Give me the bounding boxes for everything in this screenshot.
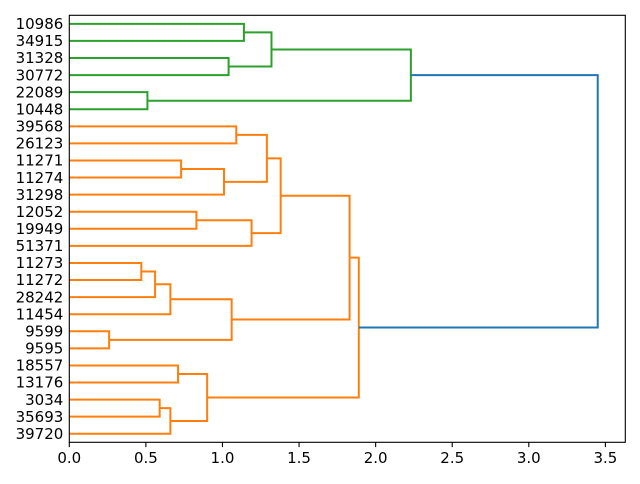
x-tick-label: 2.0 (364, 449, 388, 467)
leaf-label: 9599 (25, 322, 63, 340)
leaf-label: 39720 (16, 425, 64, 443)
leaf-label: 11454 (16, 305, 64, 323)
x-tick-label: 1.5 (287, 449, 311, 467)
x-tick-label: 0.0 (57, 449, 81, 467)
x-tick-label: 0.5 (134, 449, 158, 467)
leaf-label: 9595 (25, 340, 63, 358)
leaf-label: 26123 (16, 135, 64, 153)
leaf-label: 19949 (16, 220, 64, 238)
leaf-label: 39568 (16, 118, 64, 136)
x-tick-label: 3.5 (593, 449, 617, 467)
leaf-label: 11273 (16, 254, 64, 272)
x-tick-label: 3.0 (517, 449, 541, 467)
leaf-label: 30772 (16, 66, 64, 84)
leaf-label: 18557 (16, 357, 64, 375)
leaf-label: 22089 (16, 83, 64, 101)
leaf-label: 11274 (16, 169, 64, 187)
leaf-label: 12052 (16, 203, 64, 221)
leaf-label: 10448 (16, 100, 64, 118)
leaf-label: 31298 (16, 186, 64, 204)
leaf-label: 3034 (25, 391, 63, 409)
plot-border (68, 14, 626, 443)
leaf-label: 35693 (16, 408, 64, 426)
leaf-label: 31328 (16, 49, 64, 67)
x-tick-label: 1.0 (211, 449, 235, 467)
leaf-label: 34915 (16, 32, 64, 50)
leaf-label: 13176 (16, 374, 64, 392)
leaf-label: 51371 (16, 237, 64, 255)
leaf-label: 11272 (16, 271, 64, 289)
leaf-label: 10986 (16, 15, 64, 33)
dendrogram-link (358, 74, 599, 329)
leaf-label: 28242 (16, 288, 64, 306)
leaf-label: 11271 (16, 152, 64, 170)
x-tick-label: 2.5 (440, 449, 464, 467)
